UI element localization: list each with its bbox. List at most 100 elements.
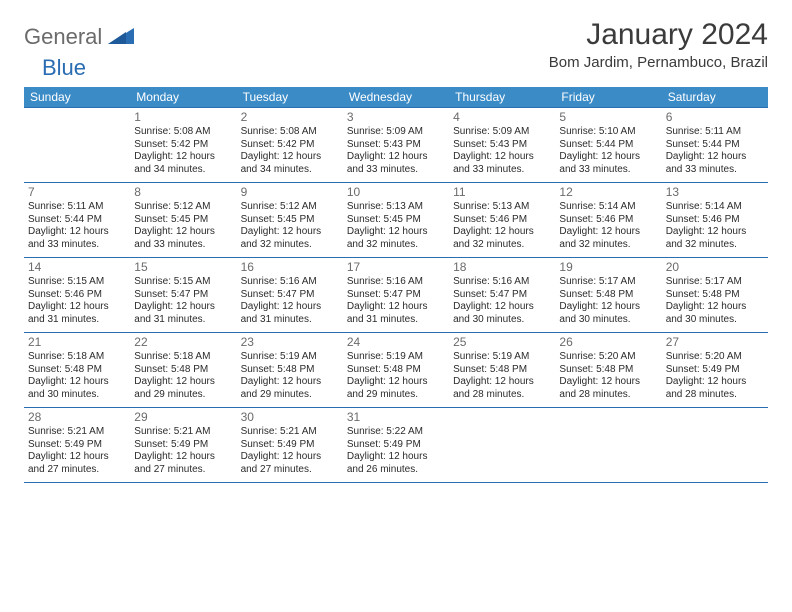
calendar-day-cell: 19Sunrise: 5:17 AMSunset: 5:48 PMDayligh…	[555, 258, 661, 333]
calendar-day-cell: 8Sunrise: 5:12 AMSunset: 5:45 PMDaylight…	[130, 183, 236, 258]
calendar-day-cell: 16Sunrise: 5:16 AMSunset: 5:47 PMDayligh…	[237, 258, 343, 333]
calendar-week-row: 28Sunrise: 5:21 AMSunset: 5:49 PMDayligh…	[24, 408, 768, 483]
calendar-day-cell	[555, 408, 661, 483]
day-detail: and 33 minutes.	[559, 164, 657, 177]
day-detail: and 29 minutes.	[347, 389, 445, 402]
day-detail: and 27 minutes.	[28, 464, 126, 477]
day-number: 7	[28, 185, 126, 200]
day-detail: and 28 minutes.	[666, 389, 764, 402]
day-number: 19	[559, 260, 657, 275]
day-detail: Daylight: 12 hours	[347, 151, 445, 164]
day-number: 31	[347, 410, 445, 425]
day-detail: and 31 minutes.	[28, 314, 126, 327]
day-detail: Sunrise: 5:18 AM	[28, 351, 126, 364]
day-number: 28	[28, 410, 126, 425]
day-number: 16	[241, 260, 339, 275]
day-detail: and 33 minutes.	[28, 239, 126, 252]
day-detail: Sunrise: 5:16 AM	[241, 276, 339, 289]
day-detail: Daylight: 12 hours	[666, 226, 764, 239]
day-detail: and 31 minutes.	[241, 314, 339, 327]
logo-text-2: Blue	[42, 55, 86, 81]
day-detail: Sunset: 5:42 PM	[134, 139, 232, 152]
calendar-head: Sunday Monday Tuesday Wednesday Thursday…	[24, 87, 768, 108]
day-detail: and 30 minutes.	[666, 314, 764, 327]
calendar-day-cell: 11Sunrise: 5:13 AMSunset: 5:46 PMDayligh…	[449, 183, 555, 258]
day-detail: Sunset: 5:44 PM	[666, 139, 764, 152]
day-number: 22	[134, 335, 232, 350]
calendar-day-cell: 29Sunrise: 5:21 AMSunset: 5:49 PMDayligh…	[130, 408, 236, 483]
day-detail: Daylight: 12 hours	[134, 151, 232, 164]
day-detail: Sunrise: 5:13 AM	[453, 201, 551, 214]
day-detail: Sunrise: 5:15 AM	[28, 276, 126, 289]
calendar-day-cell: 25Sunrise: 5:19 AMSunset: 5:48 PMDayligh…	[449, 333, 555, 408]
day-detail: Daylight: 12 hours	[666, 151, 764, 164]
day-detail: and 33 minutes.	[666, 164, 764, 177]
day-detail: Daylight: 12 hours	[134, 376, 232, 389]
day-detail: Sunset: 5:47 PM	[453, 289, 551, 302]
day-number: 3	[347, 110, 445, 125]
day-detail: Daylight: 12 hours	[347, 301, 445, 314]
day-detail: Sunrise: 5:16 AM	[347, 276, 445, 289]
calendar-day-cell: 27Sunrise: 5:20 AMSunset: 5:49 PMDayligh…	[662, 333, 768, 408]
calendar-day-cell	[449, 408, 555, 483]
day-number: 20	[666, 260, 764, 275]
day-detail: Daylight: 12 hours	[666, 301, 764, 314]
day-number: 21	[28, 335, 126, 350]
day-detail: and 31 minutes.	[134, 314, 232, 327]
day-detail: Daylight: 12 hours	[28, 226, 126, 239]
day-detail: and 30 minutes.	[453, 314, 551, 327]
calendar-day-cell: 12Sunrise: 5:14 AMSunset: 5:46 PMDayligh…	[555, 183, 661, 258]
weekday-header: Wednesday	[343, 87, 449, 108]
day-detail: Sunset: 5:47 PM	[134, 289, 232, 302]
day-detail: Sunset: 5:44 PM	[28, 214, 126, 227]
day-detail: Sunrise: 5:13 AM	[347, 201, 445, 214]
day-number: 5	[559, 110, 657, 125]
logo-triangle-icon	[108, 26, 134, 49]
calendar-day-cell: 30Sunrise: 5:21 AMSunset: 5:49 PMDayligh…	[237, 408, 343, 483]
day-number: 24	[347, 335, 445, 350]
day-detail: and 34 minutes.	[241, 164, 339, 177]
calendar-day-cell: 7Sunrise: 5:11 AMSunset: 5:44 PMDaylight…	[24, 183, 130, 258]
calendar-week-row: 1Sunrise: 5:08 AMSunset: 5:42 PMDaylight…	[24, 108, 768, 183]
day-detail: and 32 minutes.	[453, 239, 551, 252]
day-number: 17	[347, 260, 445, 275]
calendar-day-cell	[24, 108, 130, 183]
calendar-day-cell: 13Sunrise: 5:14 AMSunset: 5:46 PMDayligh…	[662, 183, 768, 258]
day-detail: Sunrise: 5:20 AM	[666, 351, 764, 364]
weekday-header: Friday	[555, 87, 661, 108]
calendar-day-cell: 9Sunrise: 5:12 AMSunset: 5:45 PMDaylight…	[237, 183, 343, 258]
weekday-header: Monday	[130, 87, 236, 108]
day-detail: Daylight: 12 hours	[347, 376, 445, 389]
day-detail: Daylight: 12 hours	[559, 226, 657, 239]
day-detail: Sunrise: 5:18 AM	[134, 351, 232, 364]
day-detail: Sunset: 5:45 PM	[347, 214, 445, 227]
day-number: 1	[134, 110, 232, 125]
day-detail: Sunrise: 5:14 AM	[559, 201, 657, 214]
day-detail: Sunrise: 5:15 AM	[134, 276, 232, 289]
day-number: 9	[241, 185, 339, 200]
weekday-header: Saturday	[662, 87, 768, 108]
logo: General	[24, 24, 136, 50]
day-detail: Sunset: 5:48 PM	[559, 289, 657, 302]
day-detail: and 33 minutes.	[453, 164, 551, 177]
day-detail: and 27 minutes.	[134, 464, 232, 477]
weekday-header: Thursday	[449, 87, 555, 108]
calendar-table: Sunday Monday Tuesday Wednesday Thursday…	[24, 87, 768, 483]
day-detail: Sunrise: 5:09 AM	[347, 126, 445, 139]
day-detail: Sunrise: 5:20 AM	[559, 351, 657, 364]
day-detail: and 33 minutes.	[347, 164, 445, 177]
logo-text-1: General	[24, 24, 102, 50]
day-detail: Daylight: 12 hours	[559, 301, 657, 314]
day-detail: Sunrise: 5:12 AM	[241, 201, 339, 214]
calendar-day-cell: 3Sunrise: 5:09 AMSunset: 5:43 PMDaylight…	[343, 108, 449, 183]
day-detail: Sunset: 5:48 PM	[453, 364, 551, 377]
day-detail: Sunrise: 5:09 AM	[453, 126, 551, 139]
calendar-day-cell: 24Sunrise: 5:19 AMSunset: 5:48 PMDayligh…	[343, 333, 449, 408]
day-detail: Sunset: 5:42 PM	[241, 139, 339, 152]
day-detail: Sunrise: 5:19 AM	[241, 351, 339, 364]
calendar-page: General January 2024 Bom Jardim, Pernamb…	[0, 0, 792, 493]
day-number: 27	[666, 335, 764, 350]
calendar-week-row: 14Sunrise: 5:15 AMSunset: 5:46 PMDayligh…	[24, 258, 768, 333]
day-detail: Sunrise: 5:21 AM	[28, 426, 126, 439]
day-detail: Sunset: 5:48 PM	[666, 289, 764, 302]
